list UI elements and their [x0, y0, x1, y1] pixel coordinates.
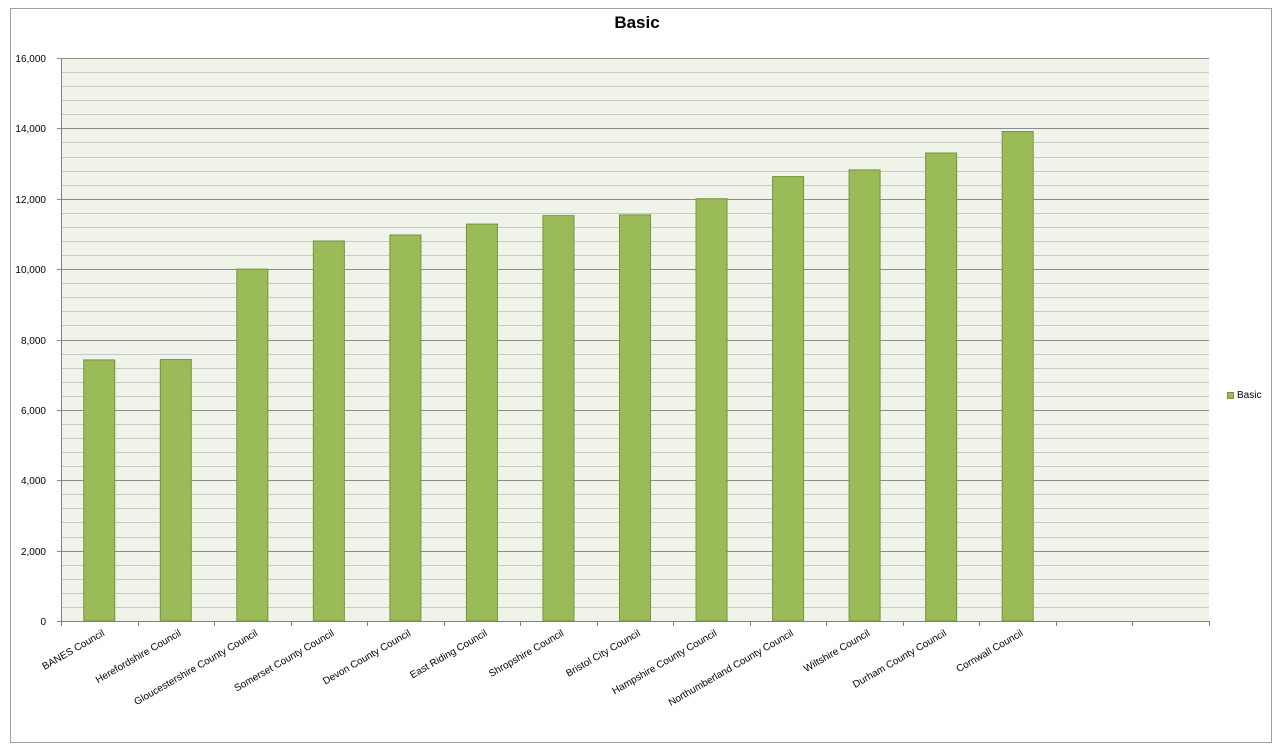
y-tick-label: 12,000 — [15, 195, 46, 206]
bar — [1001, 131, 1034, 622]
x-category-label: East Riding Council — [408, 628, 489, 681]
legend-swatch — [1227, 392, 1234, 399]
y-tick-label: 14,000 — [15, 124, 46, 135]
bar — [389, 234, 422, 622]
bar — [465, 223, 498, 622]
y-tick-label: 16,000 — [15, 54, 46, 65]
bar — [159, 359, 192, 622]
x-category-label: Gloucestershire County Council — [133, 628, 260, 708]
bar — [925, 152, 958, 622]
y-tick-label: 0 — [40, 617, 46, 628]
x-category-label: Bristol City Council — [564, 628, 642, 679]
legend: Basic — [1227, 390, 1261, 401]
chart-title: Basic — [614, 13, 660, 32]
bar — [619, 214, 651, 622]
y-tick-label: 2,000 — [21, 547, 46, 558]
bar — [83, 359, 116, 622]
bar — [695, 198, 728, 622]
y-tick-label: 8,000 — [21, 336, 46, 347]
x-category-label: Wiltshire Council — [802, 628, 872, 675]
y-tick-label: 4,000 — [21, 476, 46, 487]
x-category-label: Cornwall Council — [955, 628, 1025, 675]
bar — [772, 176, 805, 622]
x-category-label: BANES Council — [41, 628, 107, 673]
y-tick-label: 10,000 — [15, 265, 46, 276]
x-category-label: Shropshire Council — [487, 628, 566, 680]
legend-label: Basic — [1237, 390, 1262, 401]
bar — [312, 240, 345, 622]
bar — [236, 268, 269, 622]
x-category-label: Northumberland County Council — [667, 628, 796, 709]
y-tick-label: 6,000 — [21, 406, 46, 417]
bar — [848, 169, 881, 622]
bar — [542, 215, 575, 622]
